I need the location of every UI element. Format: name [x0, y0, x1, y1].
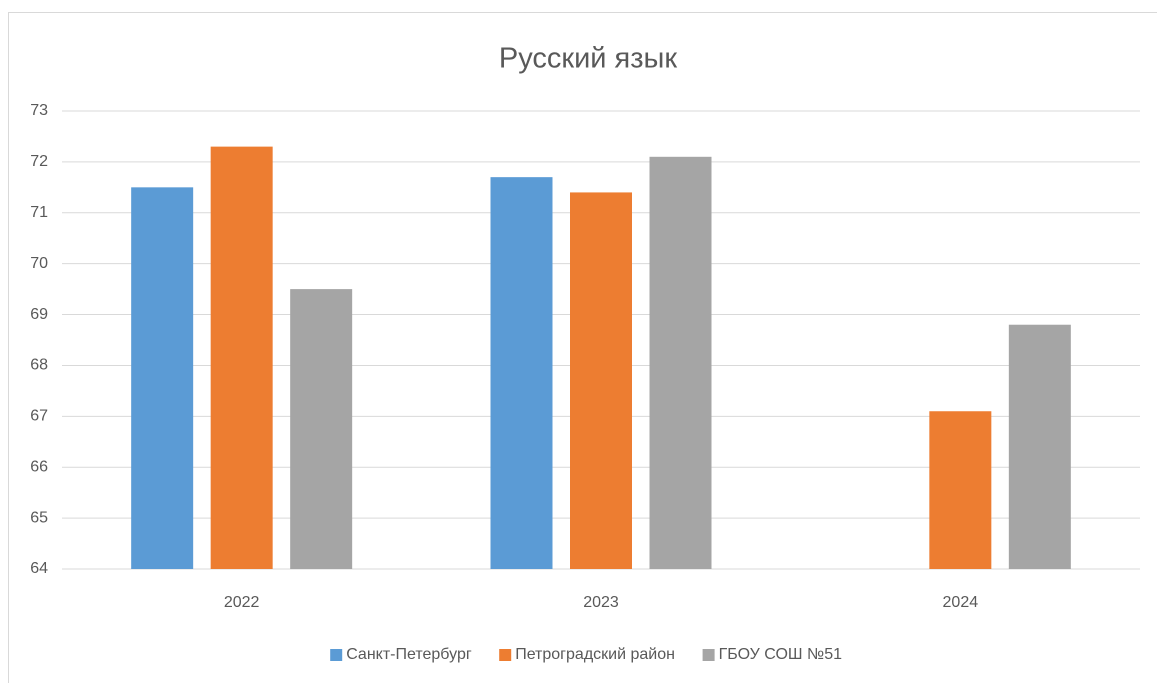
legend-label: Санкт-Петербург — [346, 646, 472, 663]
bar — [491, 177, 553, 569]
x-tick-label: 2024 — [943, 594, 979, 611]
y-tick-label: 70 — [30, 255, 48, 272]
legend-swatch — [330, 649, 342, 661]
bar — [570, 192, 632, 569]
y-tick-label: 73 — [30, 102, 48, 119]
bar — [929, 411, 991, 569]
y-tick-label: 69 — [30, 306, 48, 323]
y-tick-label: 67 — [30, 408, 48, 425]
y-tick-label: 72 — [30, 153, 48, 170]
bar — [131, 187, 193, 569]
legend-label: ГБОУ СОШ №51 — [719, 646, 843, 663]
y-tick-label: 64 — [30, 560, 48, 577]
chart-title: Русский язык — [499, 43, 678, 75]
y-tick-label: 71 — [30, 204, 48, 221]
y-tick-label: 68 — [30, 357, 48, 374]
y-tick-label: 66 — [30, 458, 48, 475]
bar — [1009, 325, 1071, 569]
legend-swatch — [703, 649, 715, 661]
y-tick-label: 65 — [30, 509, 48, 526]
legend-label: Петроградский район — [515, 646, 675, 663]
bar — [211, 147, 273, 569]
x-tick-label: 2022 — [224, 594, 260, 611]
bar — [290, 289, 352, 569]
bar — [650, 157, 712, 569]
legend-swatch — [499, 649, 511, 661]
x-tick-label: 2023 — [583, 594, 619, 611]
